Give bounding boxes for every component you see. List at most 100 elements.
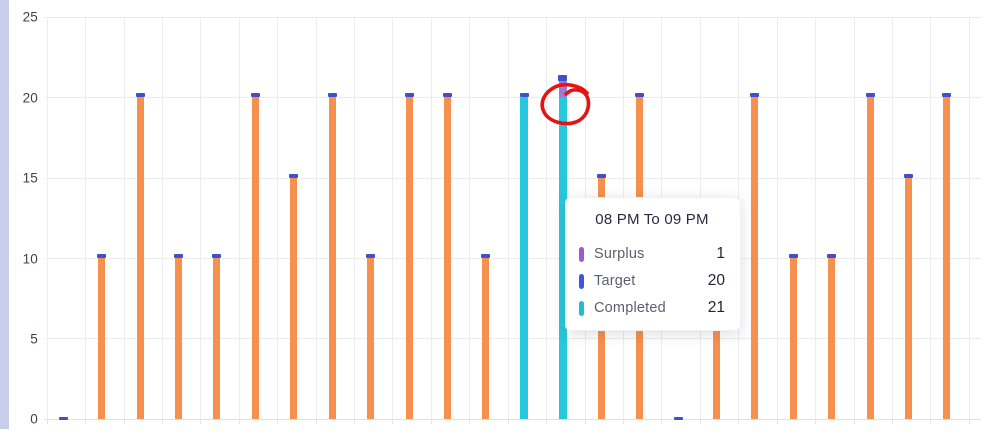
v-gridline (930, 17, 932, 420)
bar-target[interactable] (943, 97, 951, 419)
y-axis-label: 5 (30, 331, 38, 347)
target-cap[interactable] (827, 254, 837, 258)
target-cap[interactable] (443, 93, 452, 98)
tooltip-value: 1 (716, 245, 725, 262)
target-cap[interactable] (865, 93, 875, 98)
x-axis-tick (699, 419, 701, 425)
v-gridline (891, 17, 893, 420)
h-gridline (44, 258, 981, 259)
y-axis-label: 10 (22, 251, 38, 266)
bar-target[interactable] (828, 258, 836, 419)
x-axis-tick (738, 419, 740, 425)
target-cap[interactable] (750, 93, 760, 98)
x-axis-tick (623, 419, 624, 425)
h-gridline (44, 418, 981, 420)
v-gridline (430, 17, 432, 420)
window-edge-strip (0, 0, 9, 429)
x-axis-tick (238, 419, 240, 425)
annotation-circle (540, 83, 591, 126)
v-gridline (161, 17, 163, 420)
bar-target[interactable] (905, 177, 913, 419)
tooltip-title: 08 PM To 09 PM (595, 211, 709, 228)
x-axis-tick (661, 419, 663, 425)
bar-completed[interactable] (520, 97, 529, 419)
v-gridline (776, 17, 778, 420)
x-axis-tick (123, 419, 125, 425)
bar-target[interactable] (712, 258, 720, 419)
tooltip-row-completed: Completed 21 (579, 297, 725, 319)
target-cap[interactable] (904, 173, 914, 178)
bar-target[interactable] (866, 97, 874, 419)
bar-target[interactable] (751, 97, 759, 419)
x-axis-tick (968, 419, 970, 425)
bar-target[interactable] (98, 258, 106, 419)
target-cap[interactable] (558, 75, 568, 82)
target-cap[interactable] (481, 254, 491, 258)
bar-target[interactable] (444, 97, 451, 419)
target-cap[interactable] (404, 93, 414, 98)
v-gridline (968, 17, 970, 420)
x-axis-tick (469, 419, 471, 425)
target-cap[interactable] (635, 93, 645, 98)
x-axis-tick (392, 419, 394, 425)
v-gridline (238, 17, 240, 420)
v-gridline (469, 17, 471, 420)
y-axis-label: 25 (22, 9, 38, 25)
h-gridline (44, 97, 981, 99)
v-gridline (123, 17, 125, 420)
target-cap[interactable] (596, 173, 606, 178)
v-gridline (392, 17, 394, 420)
x-axis-tick (891, 419, 893, 425)
bar-target[interactable] (290, 177, 298, 419)
target-cap[interactable] (289, 173, 299, 178)
bar-target[interactable] (175, 258, 183, 419)
bar-target[interactable] (367, 258, 375, 419)
surplus-marker-icon (579, 246, 584, 262)
target-cap[interactable] (673, 416, 683, 420)
x-axis-tick (46, 419, 48, 425)
x-axis-tick (200, 419, 202, 425)
target-marker-icon (579, 273, 584, 289)
bar-target[interactable] (136, 97, 144, 419)
completed-marker-icon (579, 300, 584, 316)
bar-target[interactable] (789, 258, 797, 419)
bar-target[interactable] (328, 97, 336, 419)
target-cap[interactable] (327, 93, 337, 98)
chart-tooltip: 08 PM To 09 PM Surplus 1 Target 20 Compl… (565, 197, 741, 331)
x-axis-tick (430, 419, 432, 425)
tooltip-row-target: Target 20 (579, 270, 725, 292)
target-cap[interactable] (788, 254, 798, 258)
target-cap[interactable] (366, 254, 376, 258)
bar-completed[interactable] (558, 97, 567, 419)
x-axis-tick (776, 419, 778, 425)
h-gridline (44, 338, 981, 340)
v-gridline (354, 17, 356, 420)
v-gridline (853, 17, 855, 420)
target-cap[interactable] (942, 93, 952, 98)
v-gridline (200, 17, 202, 420)
target-cap[interactable] (135, 93, 145, 98)
bar-target[interactable] (482, 258, 490, 419)
target-cap[interactable] (212, 254, 222, 258)
x-axis-tick (315, 419, 317, 425)
y-axis-label: 20 (22, 90, 38, 106)
target-cap[interactable] (519, 93, 529, 98)
target-cap[interactable] (58, 416, 68, 420)
x-axis-tick (546, 419, 548, 425)
bar-target[interactable] (251, 97, 259, 419)
tooltip-row-surplus: Surplus 1 (579, 243, 725, 265)
bar-target[interactable] (213, 258, 221, 419)
bar-target[interactable] (405, 97, 413, 419)
bar-surplus-segment[interactable] (558, 81, 567, 98)
v-gridline (546, 17, 548, 420)
target-cap[interactable] (250, 93, 260, 98)
x-axis-tick (354, 419, 356, 425)
tooltip-value: 20 (707, 272, 725, 289)
x-axis-tick (853, 419, 855, 425)
v-gridline (815, 17, 817, 420)
v-gridline (507, 17, 509, 420)
x-axis-tick (815, 419, 817, 425)
tooltip-label: Surplus (594, 246, 645, 262)
target-cap[interactable] (97, 254, 107, 258)
target-cap[interactable] (174, 254, 184, 258)
